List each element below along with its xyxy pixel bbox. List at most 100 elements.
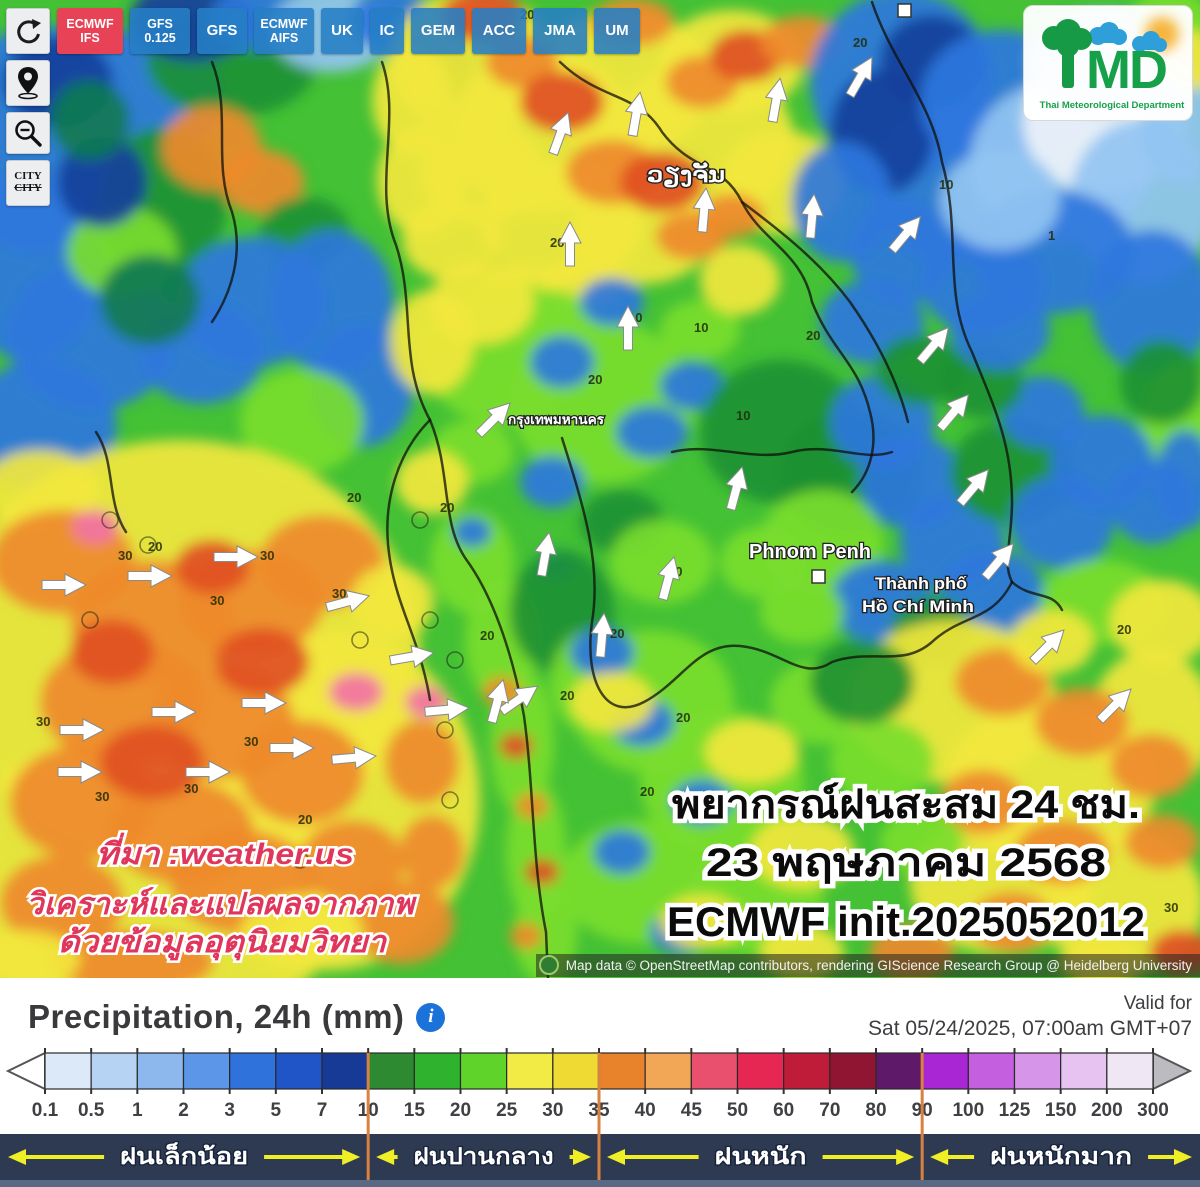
wind-arrow (324, 589, 371, 613)
model-button-gem[interactable]: GEM (411, 8, 465, 54)
scale-tick-label: 70 (819, 1100, 840, 1121)
precip-blob (520, 72, 604, 132)
precip-blob (350, 565, 434, 639)
refresh-button[interactable] (6, 8, 50, 54)
border-line (380, 60, 550, 978)
model-button-gfs[interactable]: GFS (197, 8, 247, 54)
model-button-uk[interactable]: UK (321, 8, 363, 54)
precip-blob (499, 733, 533, 759)
precip-blob (950, 290, 1050, 370)
magnifier-minus-icon (15, 120, 42, 147)
model-button-label: IC (379, 21, 395, 39)
scale-segment (506, 1052, 554, 1090)
scale-segment (1106, 1052, 1154, 1090)
precip-blob (0, 450, 100, 530)
wind-arrow (331, 746, 377, 770)
rain-category-label: ฝนเล็กน้อย (120, 1141, 248, 1169)
model-button-label: GFS (206, 21, 238, 39)
precip-blob (520, 456, 584, 508)
scale-tick-label: 7 (317, 1100, 328, 1121)
scale-segment (552, 1052, 600, 1090)
precip-blob (300, 820, 404, 904)
model-button-acc[interactable]: ACC (472, 8, 526, 54)
wind-arrow (548, 111, 572, 156)
scale-tick-label: 125 (999, 1100, 1031, 1121)
category-arrow-right-icon (896, 1149, 915, 1165)
model-button-label: GFS (147, 17, 173, 31)
scale-over-arrow (1152, 1051, 1193, 1091)
heigit-icon (539, 955, 559, 975)
model-button-um[interactable]: UM (594, 8, 640, 54)
precip-blob (705, 720, 799, 784)
precip-blob (1035, 688, 1129, 756)
scale-segment (275, 1052, 323, 1090)
scale-segment (1060, 1052, 1108, 1090)
precip-blob (240, 720, 364, 824)
attribution-bar (536, 954, 1200, 977)
precip-blob (329, 673, 383, 711)
city-labels-toggle[interactable]: CITY CITY (6, 160, 50, 206)
precip-blob (1110, 580, 1200, 664)
model-button-jma[interactable]: JMA (533, 8, 587, 54)
precip-blob (810, 640, 914, 724)
contour-ring (139, 536, 157, 554)
precip-blob (940, 150, 1060, 250)
precip-blob (260, 515, 384, 609)
cloud-icon (1089, 22, 1167, 52)
precip-blob (240, 370, 364, 474)
city-label: Thành phố (875, 574, 967, 593)
wind-arrow (935, 393, 970, 432)
model-button-ic[interactable]: IC (370, 8, 404, 54)
wind-arrow (980, 542, 1015, 581)
valid-time: Valid for Sat 05/24/2025, 07:00am GMT+07 (868, 992, 1192, 1042)
wind-arrow (624, 91, 649, 138)
wind-arrow (474, 402, 511, 439)
scale-tick-label: 15 (404, 1100, 426, 1121)
model-button-ecmwf-aifs[interactable]: ECMWF AIFS (254, 8, 314, 54)
precip-blob (660, 300, 740, 360)
wind-arrow (725, 465, 749, 512)
contour-label: 30 (184, 781, 198, 796)
wind-arrow (915, 326, 950, 365)
wind-arrow (59, 718, 106, 742)
legend-panel: 0.10.51235710152025303540455060708090100… (0, 978, 1200, 1187)
city-label: Phnom Penh (749, 541, 871, 563)
contour-ring (291, 851, 309, 869)
wind-arrow (498, 685, 539, 716)
city-label: ວຽງຈັນ (647, 163, 725, 188)
precip-blob (830, 720, 934, 804)
model-button-ecmwf-ifs[interactable]: ECMWF IFS (57, 8, 123, 54)
info-icon[interactable]: i (416, 1002, 446, 1032)
scale-segment (321, 1052, 369, 1090)
precip-blob (880, 810, 964, 874)
category-arrow-right-icon (573, 1149, 591, 1165)
wind-arrow (127, 564, 174, 588)
rain-category-label: ฝนปานกลาง (414, 1143, 554, 1169)
precipitation-map[interactable]: 20 30 30 30 30 30 30 20 20 20 20 20 10 20 20 20 20 20 1 20 3… (0, 0, 1200, 978)
zoom-out-button[interactable] (6, 112, 50, 154)
border-line (94, 430, 128, 534)
model-button-label: ACC (482, 21, 516, 39)
scale-tick-label: 40 (635, 1100, 656, 1121)
locate-button[interactable] (6, 60, 50, 106)
scale-tick-label: 3 (224, 1100, 235, 1121)
precip-blob (660, 362, 724, 410)
contour-label: 20 (806, 328, 820, 343)
contour-labels: 20 30 30 30 30 30 30 20 20 20 20 20 10 20 20 20 20 20 1 20 3… (36, 7, 1178, 915)
scale-tick-label: 50 (727, 1100, 748, 1121)
scale-segment (44, 1052, 92, 1090)
country-borders (81, 0, 1064, 978)
rain-category-label: ฝนหนักมาก (990, 1143, 1132, 1169)
scale-segment (875, 1052, 923, 1090)
refresh-icon (17, 19, 41, 44)
forecast-title-line: 23 พฤษภาคม 2568 (706, 841, 1106, 885)
category-arrow-left-icon (8, 1149, 26, 1165)
wind-arrow (887, 215, 922, 254)
precip-blob (970, 892, 1054, 952)
wind-arrow (269, 736, 316, 760)
precip-blob (616, 406, 688, 458)
contour-label: 30 (332, 586, 346, 601)
model-button-gfs-0125[interactable]: GFS 0.125 (130, 8, 190, 54)
city-toggle-label: CITY CITY (14, 170, 42, 194)
